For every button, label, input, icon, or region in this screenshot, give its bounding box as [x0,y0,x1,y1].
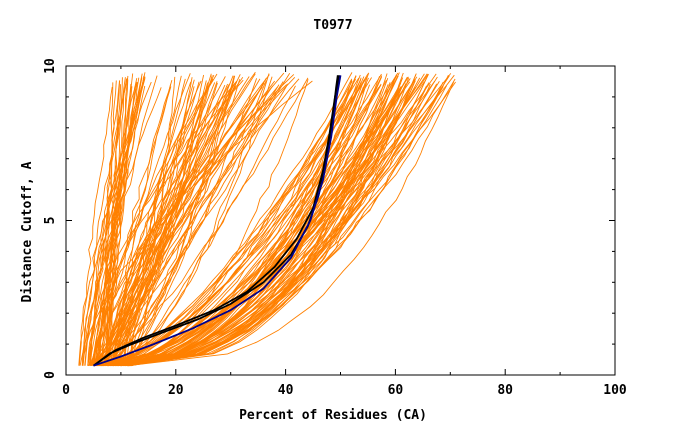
model-curve-dense-band [94,85,447,367]
model-curve-dense-band [117,75,398,367]
model-curve-dense-band [115,86,364,367]
model-curve-steep-fan [81,78,128,366]
chart-title: T0977 [313,18,352,33]
model-curve-dense-band [100,83,415,367]
model-curve-upper-mid-fan [89,82,236,366]
model-curve-steep-fan [90,80,120,366]
model-curve-upper-mid-fan [107,74,215,366]
model-curve-upper-mid-fan [95,76,273,367]
y-axis-label: Distance Cutoff, A [20,161,35,302]
y-tick-label: 5 [43,217,58,225]
model-curve-upper-mid-fan [102,78,258,367]
x-tick-label: 60 [388,383,404,398]
y-tick-label: 10 [43,58,58,74]
model-curve-dense-band [99,76,409,367]
model-curve-middle-fan [82,81,152,366]
model-curve-upper-mid-fan [109,80,207,367]
model-curve-dense-band [127,81,455,367]
model-curve-middle-fan [95,77,309,367]
model-curve-upper-mid-fan [102,80,276,366]
model-curve-upper-mid-fan [105,79,241,367]
x-axis-label: Percent of Residues (CA) [239,408,427,423]
x-tick-label: 40 [278,383,294,398]
model-curve-dense-band [127,77,410,367]
model-curve-steep-fan [104,87,125,366]
y-tick-label: 0 [43,371,58,379]
x-tick-label: 100 [603,383,627,398]
model-curve-middle-fan [128,78,300,366]
model-curve-middle-fan [130,76,176,366]
model-curve-upper-mid-fan [97,81,284,366]
model-curve-dense-band [109,78,456,367]
model-curve-upper-mid-fan [97,81,212,366]
model-curve-middle-fan [94,73,218,366]
model-curve-middle-fan [128,86,209,366]
tick-layer: 0 20 40 60 80 100 0 5 10 [43,58,627,398]
model-curve-dense-band [98,73,382,367]
model-curve-dense-band [112,77,362,367]
model-curve-dense-band [127,72,404,367]
curve-layer [78,71,456,367]
model-curve-dense-band [102,80,353,367]
model-curve-upper-mid-fan [104,84,280,366]
model-curve-middle-fan [84,87,162,366]
model-curve-dense-band [129,75,450,367]
model-curve-steep-fan [88,77,126,366]
model-curve-upper-mid-fan [90,77,267,366]
model-curve-dense-band [106,73,369,367]
model-curve-dense-band [101,76,368,367]
model-curve-steep-fan [78,86,113,366]
model-group-best-2 [92,75,341,367]
model-curve-dense-band [128,75,449,367]
model-group-best [92,75,339,367]
model-curve-steep-fan [90,73,134,366]
model-curve-dense-band [120,81,425,367]
model-curve-dense-band [121,84,389,367]
model-curve-upper-mid-fan [112,83,230,366]
model-curve-upper-mid-fan [115,73,270,367]
model-curve-steep-fan [89,78,138,366]
x-tick-label: 0 [62,383,70,398]
model-curve-dense-band [95,72,353,367]
model-curve-steep-fan [78,76,146,366]
model-curve-dense-band [113,83,431,367]
model-curve-dense-band [102,82,430,367]
model-curve-upper-mid-fan [90,80,267,367]
model-curve-steep-fan [108,77,123,366]
model-curve-dense-band [123,77,421,367]
model-curve-dense-band [103,73,437,367]
model-curve-upper-mid-fan [113,86,278,366]
model-target [93,75,342,367]
x-tick-label: 20 [168,383,184,398]
model-curve-dense-band [117,73,429,367]
x-tick-label: 80 [497,383,513,398]
